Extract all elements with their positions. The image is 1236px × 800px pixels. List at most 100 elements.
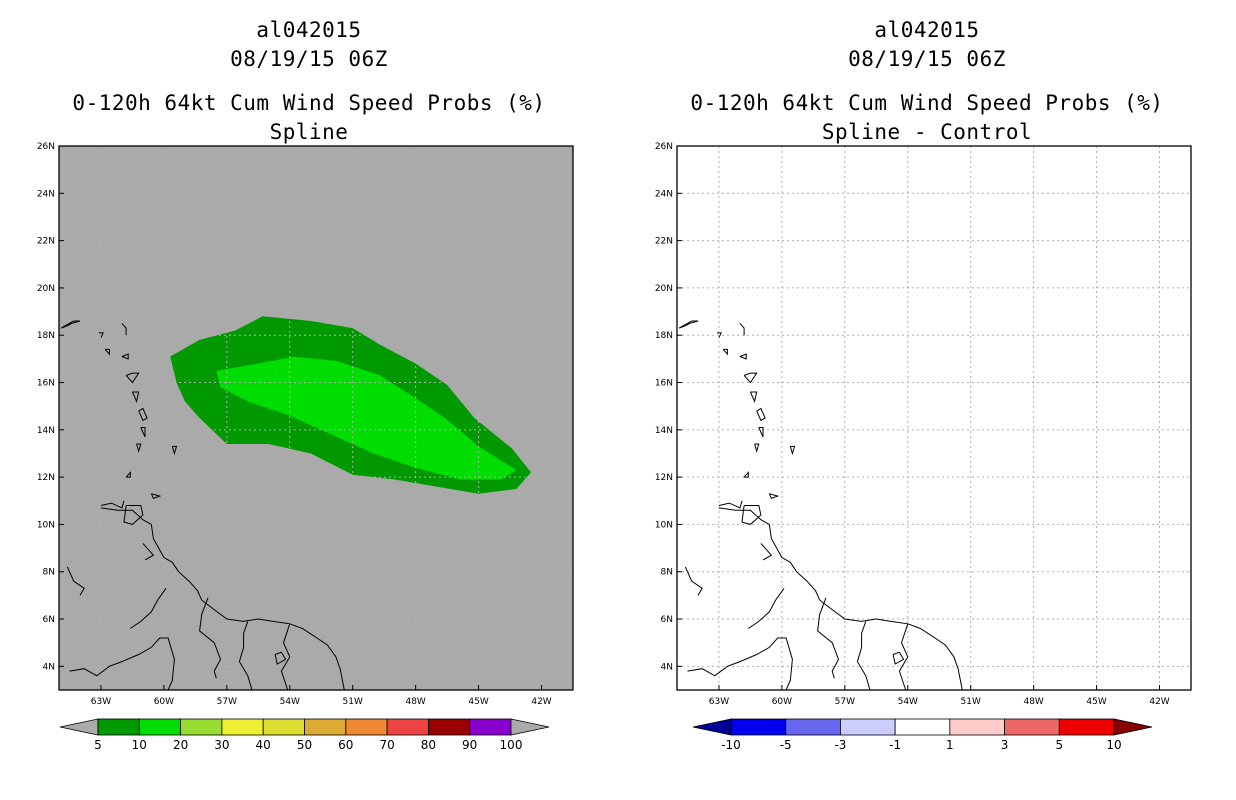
y-tick-label: 12N	[655, 473, 673, 483]
coastline	[280, 623, 291, 691]
colorbar-segment	[469, 718, 512, 736]
map-panel-1: 63W 60W 57W 54W 51W 48W 45W 42W 4N 6N 8N 10N 12N 14N 1…	[37, 142, 574, 752]
coastline	[749, 391, 758, 403]
coastline	[274, 651, 287, 665]
y-tick-label: 24N	[655, 189, 673, 199]
map-panel-2: 63W 60W 57W 54W 51W 48W 45W 42W 4N 6N 8N 10N 12N 14N 1…	[655, 142, 1192, 752]
colorbar-label: 80	[421, 738, 436, 752]
y-tick-label: 24N	[37, 189, 55, 199]
coastline	[98, 332, 104, 338]
coastline	[684, 566, 703, 596]
coastline	[100, 507, 345, 691]
colorbar-segment	[894, 718, 951, 736]
colorbar-segment	[840, 718, 896, 736]
colorbar-label: 10	[1106, 738, 1121, 752]
y-tick-label: 10N	[37, 520, 55, 530]
colorbar-segment	[345, 718, 388, 736]
y-tick-label: 26N	[655, 142, 673, 152]
colorbar-segment	[221, 718, 264, 736]
coastline	[754, 443, 760, 453]
coastline	[817, 597, 840, 679]
colorbar-segment	[427, 718, 471, 736]
y-tick-label: 6N	[661, 615, 673, 625]
coastline	[756, 407, 766, 422]
coastline	[199, 597, 222, 679]
colorbar-label: 100	[500, 738, 523, 752]
x-tick-label: 51W	[343, 697, 363, 707]
colorbar-label: 40	[256, 738, 271, 752]
coastline	[104, 348, 110, 356]
right-datetime: 08/19/15 06Z	[848, 47, 1006, 71]
colorbar-segment	[949, 718, 1005, 736]
colorbar-segment	[262, 718, 305, 736]
x-tick-label: 63W	[91, 697, 111, 707]
x-tick-label: 48W	[1023, 697, 1043, 707]
colorbar-segment	[138, 718, 182, 736]
coastline	[150, 493, 162, 500]
x-tick-label: 45W	[1086, 697, 1106, 707]
y-tick-label: 26N	[37, 142, 55, 152]
colorbar-label: -1	[889, 738, 901, 752]
y-tick-label: 14N	[37, 426, 55, 436]
x-tick-label: 60W	[772, 697, 792, 707]
y-tick-label: 22N	[37, 237, 55, 247]
coastline	[768, 493, 780, 500]
colorbar-over-arrow	[1113, 718, 1153, 736]
colorbar-segment	[730, 718, 787, 736]
y-tick-label: 8N	[661, 568, 673, 578]
y-tick-label: 12N	[37, 473, 55, 483]
coastline	[123, 505, 144, 525]
colorbar-segment	[1004, 718, 1060, 736]
coastline	[138, 407, 148, 422]
colorbar-label: 60	[338, 738, 353, 752]
coastline	[743, 471, 749, 478]
colorbar-segment	[785, 718, 841, 736]
coastline	[748, 588, 785, 629]
y-tick-label: 16N	[655, 379, 673, 389]
left-datetime: 08/19/15 06Z	[230, 47, 388, 71]
x-tick-label: 54W	[280, 697, 300, 707]
colorbar-label: 10	[132, 738, 147, 752]
colorbar-label: -3	[834, 738, 846, 752]
coastline	[100, 500, 125, 509]
coastline	[125, 471, 131, 478]
right-product-title: 0-120h 64kt Cum Wind Speed Probs (%)	[690, 91, 1164, 115]
coastline	[716, 332, 722, 338]
colorbar-under-arrow	[692, 718, 732, 736]
right-subtitle: Spline - Control	[821, 120, 1033, 144]
map-frame	[676, 145, 1192, 691]
coastline	[130, 588, 167, 629]
coastline	[743, 372, 758, 384]
y-tick-label: 4N	[661, 662, 673, 672]
x-tick-label: 57W	[217, 697, 237, 707]
colorbar-label: 20	[173, 738, 188, 752]
y-tick-label: 22N	[655, 237, 673, 247]
colorbar-segment	[1058, 718, 1115, 736]
coastline	[856, 621, 871, 691]
colorbar-label: 50	[297, 738, 312, 752]
coastline	[171, 445, 178, 456]
x-tick-label: 63W	[709, 697, 729, 707]
probability-contour-10-20	[216, 356, 517, 480]
y-tick-label: 20N	[655, 284, 673, 294]
colorbar-label: -10	[721, 738, 741, 752]
x-tick-label: 51W	[961, 697, 981, 707]
right-storm-id: al042015	[874, 18, 980, 42]
coastline	[892, 651, 905, 665]
left-storm-id: al042015	[256, 18, 362, 42]
colorbar-segment	[304, 718, 347, 736]
coastline	[789, 445, 796, 456]
left-product-title: 0-120h 64kt Cum Wind Speed Probs (%)	[72, 91, 546, 115]
map-frame	[58, 145, 574, 691]
x-tick-label: 54W	[898, 697, 918, 707]
coastline	[131, 391, 140, 403]
coastline	[718, 507, 963, 691]
y-tick-label: 14N	[655, 426, 673, 436]
coastline	[739, 353, 747, 360]
coastline	[718, 500, 743, 509]
x-tick-label: 42W	[1149, 697, 1169, 707]
coastline	[121, 353, 129, 360]
colorbar-over-arrow	[510, 718, 550, 736]
colorbar: -10 -5 -3 -1 1 3 5 10	[692, 718, 1153, 752]
